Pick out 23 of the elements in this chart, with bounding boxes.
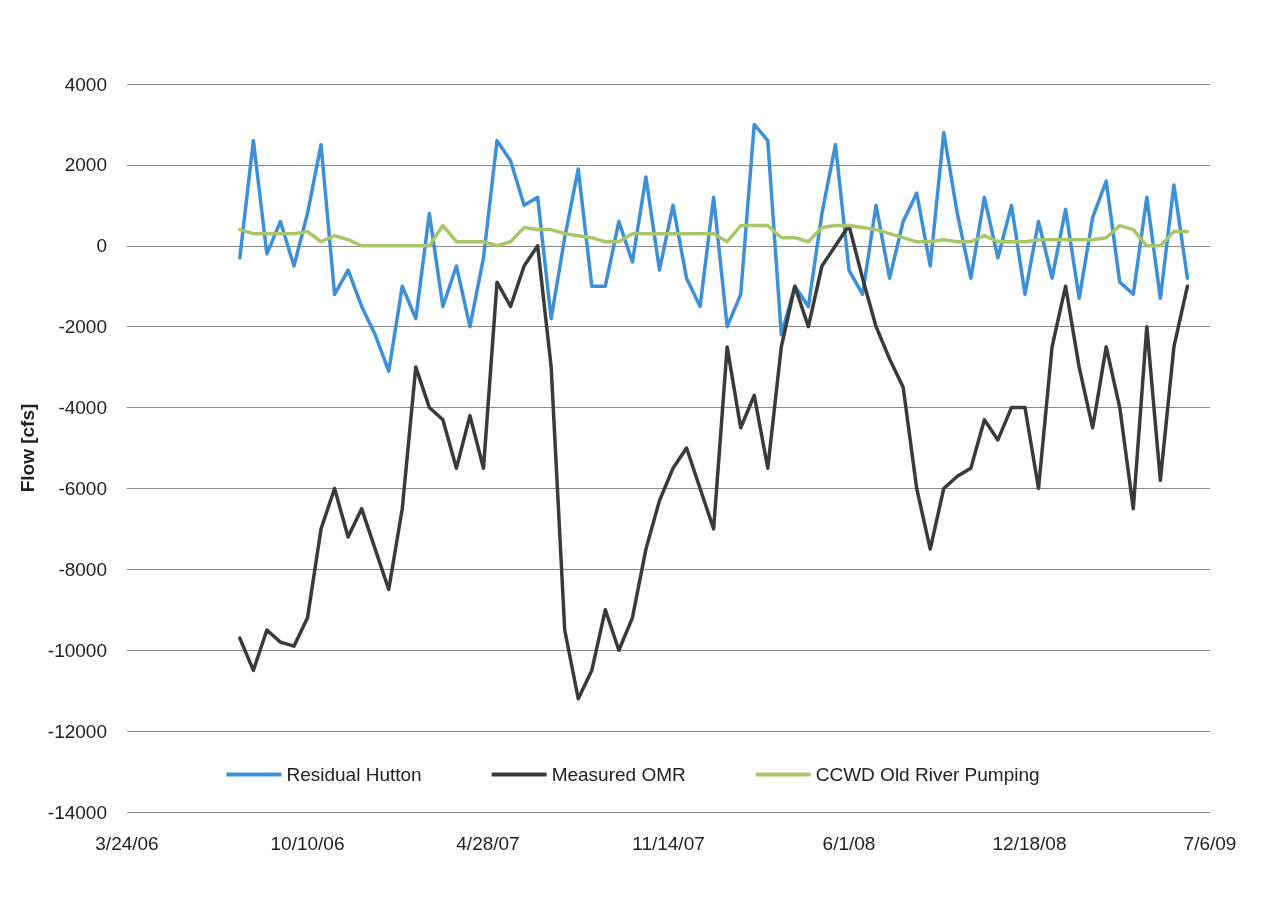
y-tick-label: -6000 [58, 477, 107, 499]
legend-label: Measured OMR [551, 764, 686, 785]
line-series [238, 223, 1190, 248]
y-tick-label: 2000 [64, 154, 107, 176]
y-tick-label: -12000 [47, 720, 107, 742]
x-tick-label: 12/18/08 [992, 833, 1067, 854]
x-tick-label: 6/1/08 [822, 833, 876, 854]
line-series [238, 122, 1190, 373]
y-tick-label: -4000 [58, 397, 107, 419]
y-tick-label: 4000 [64, 73, 107, 95]
x-tick-label: 10/10/06 [270, 833, 345, 854]
x-tick-label: 3/24/06 [95, 833, 159, 854]
x-tick-label: 4/28/07 [456, 833, 520, 854]
y-tick-label: 0 [96, 235, 107, 257]
y-tick-label: -8000 [58, 558, 107, 580]
x-tick-label: 7/6/09 [1183, 833, 1237, 854]
legend-label: CCWD Old River Pumping [815, 764, 1040, 785]
y-tick-label: -10000 [47, 639, 107, 661]
y-tick-label: -14000 [47, 801, 107, 823]
y-axis-title: Flow [cfs] [16, 403, 38, 493]
y-tick-label: -2000 [58, 316, 107, 338]
x-tick-label: 11/14/07 [632, 833, 705, 854]
legend-label: Residual Hutton [286, 764, 422, 785]
